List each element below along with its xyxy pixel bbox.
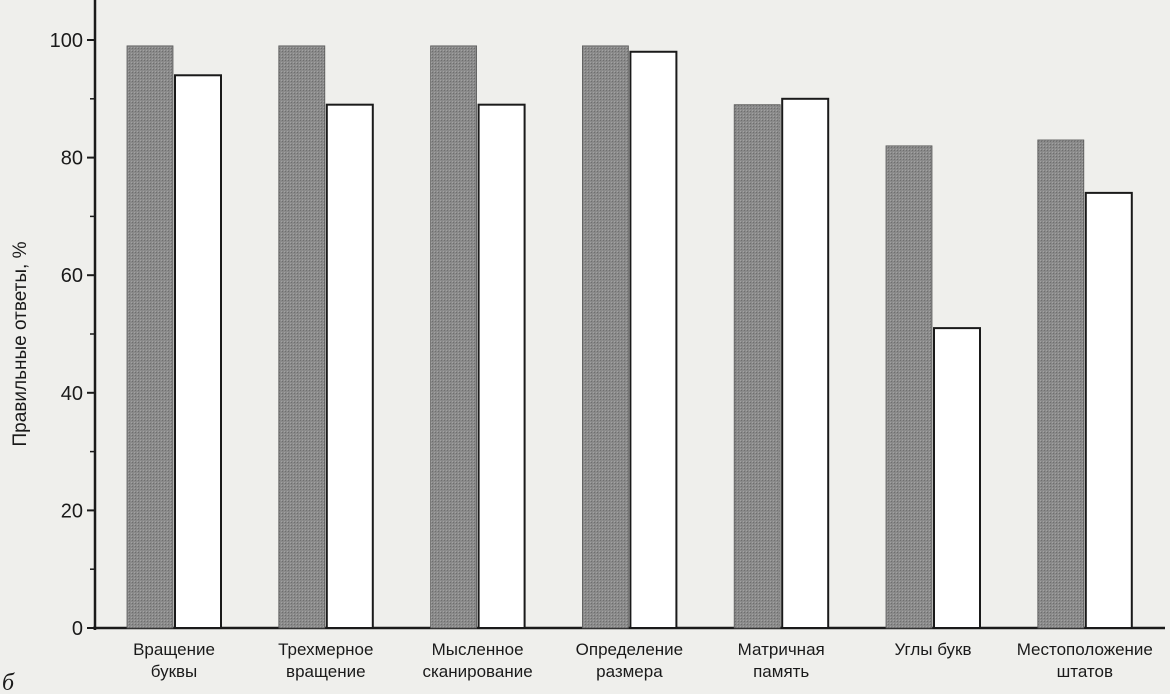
bar-open (933, 327, 981, 629)
bars (126, 45, 1133, 630)
bar-shaded (430, 45, 478, 629)
x-category-label-line: Местоположение (1017, 640, 1153, 659)
x-category-label-line: размера (596, 662, 663, 681)
y-tick-label: 60 (61, 265, 83, 287)
x-category-label: Местоположение штатов (1017, 640, 1153, 681)
bar-open (1084, 191, 1133, 629)
x-category-label-line: Углы букв (894, 640, 971, 659)
x-category-label-line: сканирование (422, 662, 532, 681)
x-category-label-line: вращение (286, 662, 366, 681)
y-tick-label: 20 (61, 500, 83, 522)
x-category-label: Определение размера (576, 640, 684, 681)
x-category-label-line: буквы (151, 662, 198, 681)
y-axis: 0 20 40 60 80 100 (50, 0, 1165, 640)
bar-open (781, 97, 830, 630)
y-tick-label: 100 (50, 30, 83, 52)
bar-shaded (278, 45, 326, 629)
x-category-label-line: Матричная (738, 640, 825, 659)
y-tick-label: 40 (61, 383, 83, 405)
x-category-label: Вращение буквы (133, 640, 215, 681)
x-category-label-line: Мысленное (432, 640, 524, 659)
y-tick-label: 0 (72, 618, 83, 640)
x-category-label-line: Определение (576, 640, 684, 659)
x-category-label: Матричная память (738, 640, 825, 681)
bar-open (629, 50, 678, 629)
bar-open (325, 103, 374, 630)
x-category-label: Мысленное сканирование (422, 640, 532, 681)
x-category-label-line: Трехмерное (278, 640, 373, 659)
bar-shaded (126, 45, 174, 629)
y-tick-label: 80 (61, 148, 83, 170)
x-category-label: Трехмерное вращение (278, 640, 373, 681)
bar-shaded (885, 145, 933, 629)
bar-shaded (582, 45, 629, 629)
x-category-label-line: память (753, 662, 809, 681)
x-axis-labels: Вращение буквы Трехмерное вращение Мысленное… (133, 640, 1153, 681)
y-axis-title: Правильные ответы, % (10, 241, 31, 446)
bar-shaded (733, 104, 781, 629)
bar-shaded (1037, 139, 1085, 629)
bar-open (477, 103, 526, 630)
x-category-label-line: штатов (1057, 662, 1113, 681)
x-category-label-line: Вращение (133, 640, 215, 659)
bar-open (174, 74, 222, 629)
x-category-label: Углы букв (894, 640, 971, 659)
panel-label: б (2, 670, 15, 694)
